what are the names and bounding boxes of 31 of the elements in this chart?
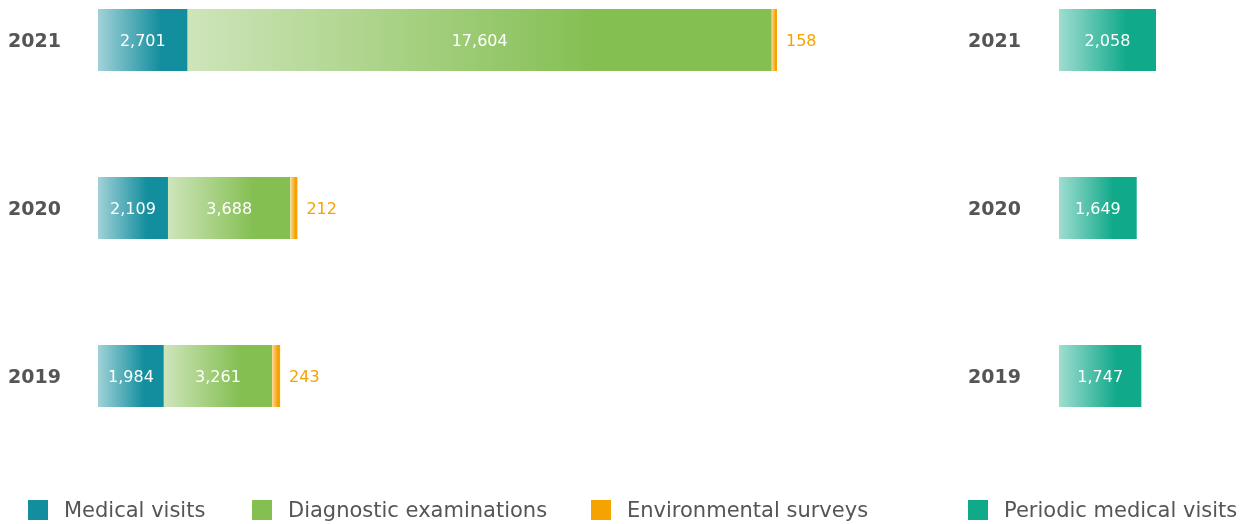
y-tick-label: 2019: [968, 364, 1021, 387]
bar: [98, 9, 188, 71]
bar: [98, 177, 168, 239]
y-tick-label: 2019: [8, 364, 61, 387]
legend-label: Medical visits: [64, 498, 206, 523]
data-label: 1,649: [1074, 198, 1121, 218]
data-label: 212: [306, 198, 337, 218]
data-label: 2,058: [1084, 30, 1131, 50]
y-tick-label: 2021: [968, 28, 1021, 51]
data-label: 3,688: [206, 198, 253, 218]
legend-label: Environmental surveys: [627, 498, 869, 523]
y-tick-label: 2021: [8, 28, 61, 51]
data-label: 158: [786, 30, 817, 50]
bar: [167, 177, 291, 239]
legend-label: Periodic medical visits: [1004, 498, 1238, 523]
data-label: 17,604: [451, 30, 508, 50]
bar: [98, 345, 164, 407]
y-tick-label: 2020: [968, 196, 1021, 219]
bar: [163, 345, 273, 407]
data-label: 2,701: [119, 30, 166, 50]
bar: [187, 9, 772, 71]
data-label: 1,747: [1077, 366, 1124, 386]
bar: [290, 177, 298, 239]
bar: [272, 345, 281, 407]
bar: [771, 9, 777, 71]
legend-label: Diagnostic examinations: [288, 498, 548, 523]
data-label: 2,109: [110, 198, 156, 218]
data-label: 3,261: [195, 366, 241, 386]
data-label: 243: [289, 366, 320, 386]
data-label: 1,984: [108, 366, 154, 386]
y-tick-label: 2020: [8, 196, 61, 219]
